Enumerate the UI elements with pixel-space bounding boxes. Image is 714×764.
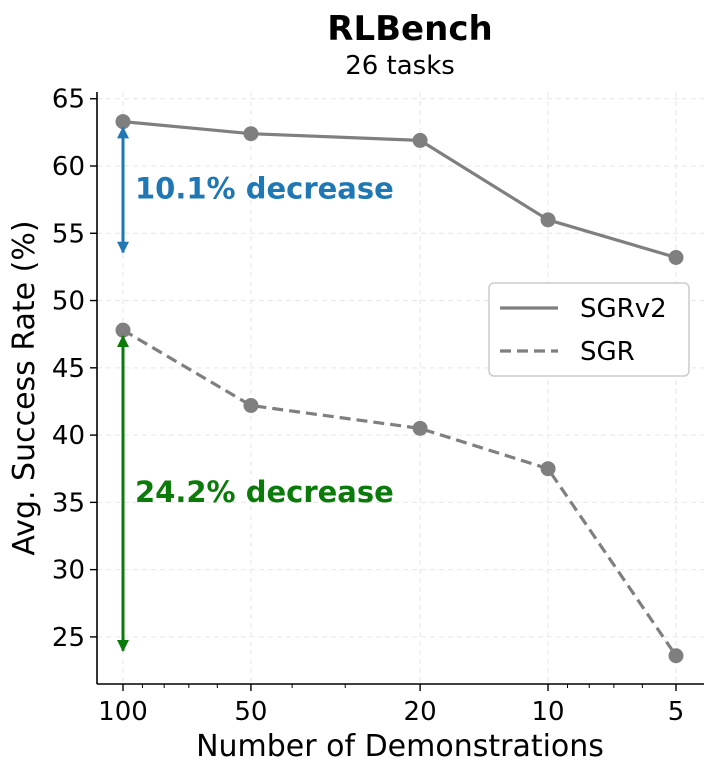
x-tick-label: 50 [234,697,267,727]
data-point-sgr [115,322,131,338]
data-point-sgrv2 [412,132,428,148]
y-tick-label: 40 [52,421,85,451]
y-tick-label: 50 [52,287,85,317]
data-point-sgrv2 [668,249,684,265]
data-point-sgr [540,461,556,477]
y-tick-label: 45 [52,354,85,384]
data-point-sgrv2 [243,126,259,142]
difference-label: 24.2% decrease [135,475,394,509]
series-line-sgr [122,328,678,657]
data-point-sgr [243,397,259,413]
y-tick-label: 55 [52,219,85,249]
x-tick-label: 100 [98,697,148,727]
chart-subtitle: 26 tasks [345,51,455,81]
data-point-sgr [668,648,684,664]
x-axis-label: Number of Demonstrations [196,729,604,764]
y-tick-label: 60 [52,152,85,182]
legend: SGRv2 SGR [488,282,690,377]
data-point-sgrv2 [540,212,556,228]
y-tick-label: 65 [52,85,85,115]
data-point-sgrv2 [115,114,131,130]
y-tick-label: 25 [52,623,85,653]
x-tick-label: 20 [404,697,437,727]
axes [90,92,704,691]
legend-box [488,282,690,377]
data-points [115,114,684,664]
y-tick-label: 30 [52,556,85,586]
y-tick-label: 35 [52,488,85,518]
x-tick-label: 10 [532,697,565,727]
tick-labels: 25 30 35 40 45 50 55 60 65 100 50 20 10 5 [52,85,684,727]
x-tick-label: 5 [668,697,685,727]
chart-title: RLBench [327,9,492,49]
y-axis-label: Avg. Success Rate (%) [7,220,42,555]
legend-label-sgr: SGR [580,337,635,367]
data-point-sgr [412,420,428,436]
difference-label: 10.1% decrease [135,172,394,206]
annotations: 10.1% decrease 24.2% decrease [117,126,394,652]
legend-label-sgrv2: SGRv2 [580,294,667,324]
